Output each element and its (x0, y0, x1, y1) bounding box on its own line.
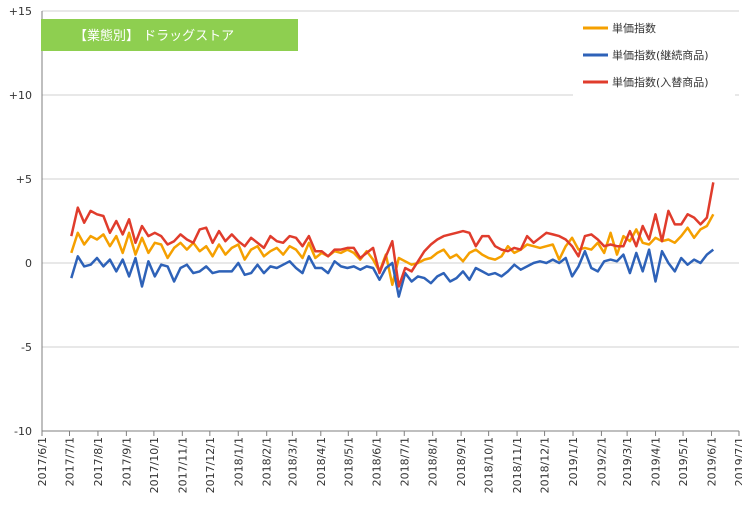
x-tick-label: 2017/10/1 (148, 437, 161, 493)
x-tick-label: 2018/3/1 (286, 437, 299, 486)
x-tick-label: 2019/6/1 (705, 437, 718, 486)
x-tick-label: 2018/4/1 (315, 437, 328, 486)
x-tick-label: 2019/5/1 (677, 437, 690, 486)
y-axis: +15 +10 +5 0 -5 -10 (9, 5, 43, 438)
x-tick-label: 2018/9/1 (455, 437, 468, 486)
legend-label: 単価指数(継続商品) (612, 48, 709, 62)
y-tick-label: 0 (25, 257, 32, 270)
y-tick-label: +10 (9, 89, 32, 102)
x-tick-label: 2019/3/1 (621, 437, 634, 486)
x-tick-label: 2017/9/1 (120, 437, 133, 486)
category-badge-label: 【業態別】 ドラッグストア (74, 28, 234, 44)
x-tick-label: 2018/8/1 (427, 437, 440, 486)
x-tick-label: 2019/1/1 (567, 437, 580, 486)
x-tick-label: 2017/12/1 (204, 437, 217, 493)
x-tick-label: 2018/5/1 (342, 437, 355, 486)
category-badge: 【業態別】 ドラッグストア (41, 19, 298, 51)
y-tick-label: -10 (14, 425, 32, 438)
x-axis: 2017/6/1 2017/7/1 2017/8/1 2017/9/1 2017/10/… (36, 430, 742, 493)
x-tick-label: 2018/1/1 (232, 437, 245, 486)
x-tick-label: 2017/8/1 (92, 437, 105, 486)
y-tick-label: +5 (16, 173, 32, 186)
x-tick-label: 2018/10/1 (483, 437, 496, 493)
category-badge-background (41, 19, 298, 51)
y-tick-label: -5 (21, 341, 32, 354)
x-tick-label: 2019/2/1 (595, 437, 608, 486)
x-tick-label: 2017/7/1 (64, 437, 77, 486)
x-tick-label: 2018/2/1 (261, 437, 274, 486)
x-tick-label: 2018/12/1 (539, 437, 552, 493)
x-tick-label: 2018/6/1 (371, 437, 384, 486)
legend-label: 単価指数 (612, 21, 656, 35)
series-line-2 (70, 248, 715, 298)
x-tick-label: 2018/7/1 (398, 437, 411, 486)
series-lines (70, 182, 715, 298)
legend-label: 単価指数(入替商品) (612, 75, 709, 89)
x-tick-label: 2019/4/1 (650, 437, 663, 486)
y-tick-label: +15 (9, 5, 32, 18)
x-tick-label: 2018/11/1 (511, 437, 524, 493)
x-tick-label: 2017/6/1 (36, 437, 49, 486)
series-line-3 (70, 182, 715, 288)
x-tick-label: 2019/7/1 (733, 437, 742, 486)
x-tick-label: 2017/11/1 (176, 437, 189, 493)
